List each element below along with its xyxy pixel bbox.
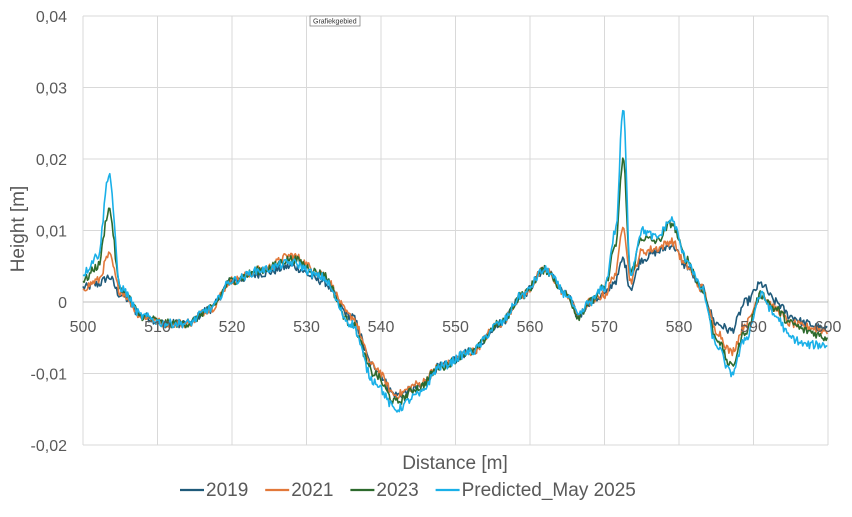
tooltip-text: Grafiekgebied xyxy=(313,19,357,26)
legend: 2019 2021 2023 Predicted_May 2025 xyxy=(180,480,636,501)
x-tick-labels: 500 510 520 530 540 550 560 570 580 590 600 xyxy=(70,319,842,336)
legend-label: 2019 xyxy=(206,480,248,501)
x-tick-label: 550 xyxy=(442,319,469,336)
gridlines xyxy=(82,15,829,446)
x-tick-label: 510 xyxy=(144,319,171,336)
legend-item: 2019 xyxy=(180,480,248,501)
legend-item: 2021 xyxy=(265,480,333,501)
x-tick-label: 580 xyxy=(666,319,693,336)
x-tick-label: 570 xyxy=(591,319,618,336)
y-axis-title: Height [m] xyxy=(8,186,29,273)
legend-item: Predicted_May 2025 xyxy=(435,480,636,501)
x-tick-label: 540 xyxy=(368,319,395,336)
y-tick-label: 0,02 xyxy=(36,152,67,169)
x-tick-label: 590 xyxy=(740,319,767,336)
y-tick-labels: -0,02 -0,01 0 0,01 0,02 0,03 0,04 xyxy=(31,9,68,455)
x-tick-label: 600 xyxy=(815,319,842,336)
y-tick-label: 0,01 xyxy=(36,224,67,241)
y-tick-label: -0,01 xyxy=(31,367,68,384)
x-tick-label: 530 xyxy=(293,319,320,336)
legend-label: 2023 xyxy=(376,480,418,501)
x-tick-label: 520 xyxy=(219,319,246,336)
y-tick-label: 0 xyxy=(58,295,67,312)
legend-label: Predicted_May 2025 xyxy=(462,480,636,501)
x-axis-title: Distance [m] xyxy=(402,453,508,474)
x-tick-label: 560 xyxy=(517,319,544,336)
legend-label: 2021 xyxy=(291,480,333,501)
series-line-3 xyxy=(82,109,828,413)
y-tick-label: 0,04 xyxy=(36,9,67,26)
legend-item: 2023 xyxy=(350,480,419,501)
y-tick-label: 0,03 xyxy=(36,81,67,98)
chart-area-tooltip: Grafiekgebied xyxy=(309,15,361,27)
y-tick-label: -0,02 xyxy=(31,438,68,455)
series-lines xyxy=(82,109,829,413)
x-tick-label: 500 xyxy=(70,319,97,336)
